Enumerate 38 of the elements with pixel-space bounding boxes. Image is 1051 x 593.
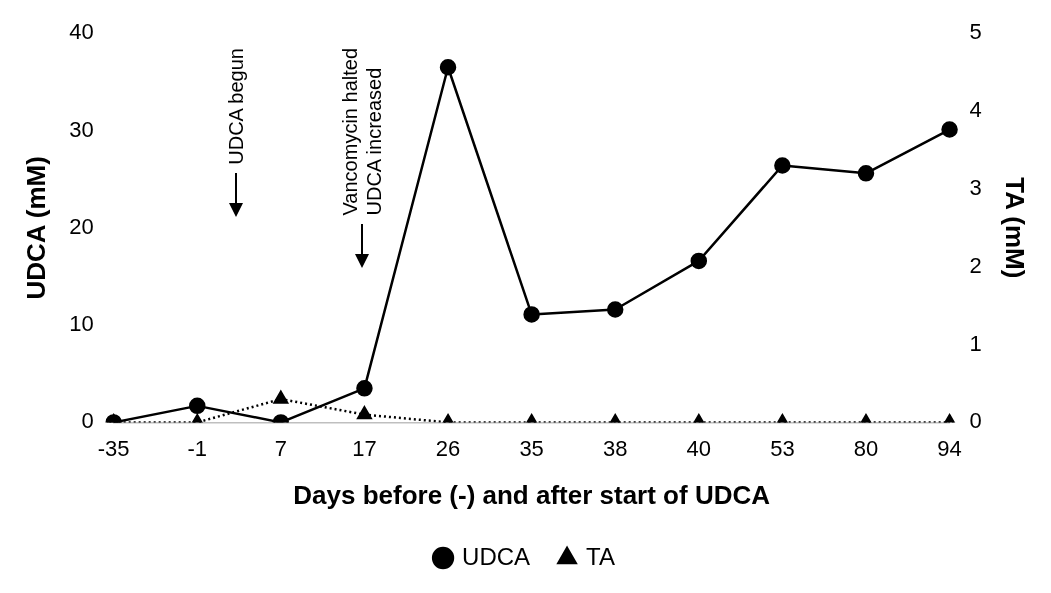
point (439, 59, 457, 76)
annotation: UDCA begun (224, 48, 248, 165)
point (690, 252, 708, 270)
x-tick-label: 40 (686, 435, 712, 461)
y-tick-label: 10 (69, 311, 94, 337)
legend-label: UDCA (462, 542, 531, 570)
annotation: Vancomycin halted UDCA increased (338, 48, 386, 216)
x-tick-label: -1 (187, 435, 208, 461)
point (941, 121, 958, 138)
point (356, 380, 373, 397)
y2-tick-label: 1 (969, 330, 982, 356)
y2-tick-label: 2 (969, 252, 982, 278)
x-tick-label: 80 (853, 435, 879, 461)
x-tick-label: 38 (602, 435, 628, 461)
point (857, 165, 875, 182)
point (606, 301, 624, 318)
point (523, 306, 540, 323)
legend-label: TA (586, 542, 615, 570)
y2-axis-title: TA (mM) (1000, 177, 1031, 279)
y-tick-label: 20 (69, 213, 94, 239)
x-axis-title: Days before (-) and after start of UDCA (293, 479, 771, 510)
x-tick-label: 94 (937, 435, 962, 461)
x-tick-label: 26 (435, 435, 461, 461)
x-tick-label: 53 (770, 435, 795, 461)
point (189, 397, 206, 415)
y2-tick-label: 3 (969, 174, 982, 200)
point (774, 157, 791, 174)
y-tick-label: 0 (81, 408, 94, 434)
y-tick-label: 40 (69, 19, 94, 45)
x-tick-label: 35 (519, 435, 544, 461)
x-tick-label: 17 (352, 435, 377, 461)
y2-tick-label: 0 (969, 408, 982, 434)
y2-tick-label: 5 (969, 19, 982, 45)
x-tick-label: -35 (97, 435, 130, 461)
y-tick-label: 30 (69, 116, 94, 142)
y2-tick-label: 4 (969, 97, 982, 123)
x-tick-label: 7 (274, 435, 287, 461)
y-axis-title: UDCA (mM) (20, 156, 51, 300)
